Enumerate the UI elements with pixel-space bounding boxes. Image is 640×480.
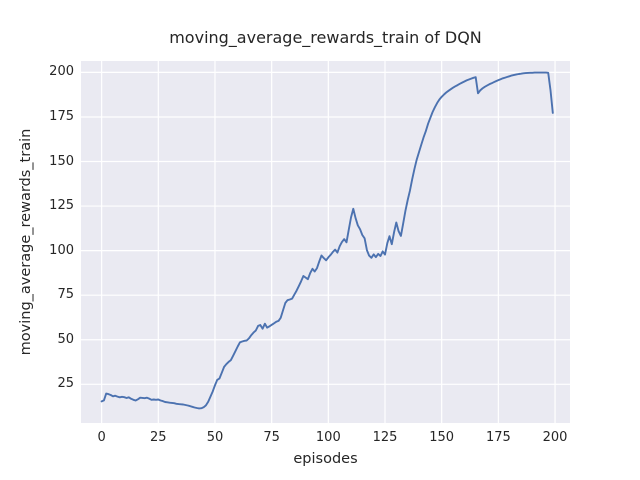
y-tick-label: 200 xyxy=(49,64,74,80)
x-tick-label: 125 xyxy=(372,430,398,445)
x-tick-label: 50 xyxy=(206,430,224,445)
y-tick-label: 150 xyxy=(49,153,74,169)
plot-area xyxy=(81,61,570,423)
y-tick-label: 25 xyxy=(57,376,74,392)
y-tick-label: 125 xyxy=(49,198,74,214)
x-axis-label: episodes xyxy=(293,451,358,467)
y-tick-label: 75 xyxy=(57,287,74,303)
x-tick-label: 150 xyxy=(429,430,455,445)
y-tick-label: 50 xyxy=(57,331,74,347)
x-tick-label: 200 xyxy=(542,430,568,445)
data-line xyxy=(100,71,554,410)
x-tick-label: 25 xyxy=(150,430,167,445)
x-tick-label: 0 xyxy=(97,430,106,445)
x-tick-label: 100 xyxy=(315,430,341,445)
chart-title: moving_average_rewards_train of DQN xyxy=(169,28,482,47)
x-tick-label: 175 xyxy=(485,430,511,445)
y-tick-label: 175 xyxy=(49,108,74,124)
y-tick-label: 100 xyxy=(49,242,74,258)
x-tick-label: 75 xyxy=(263,430,280,445)
